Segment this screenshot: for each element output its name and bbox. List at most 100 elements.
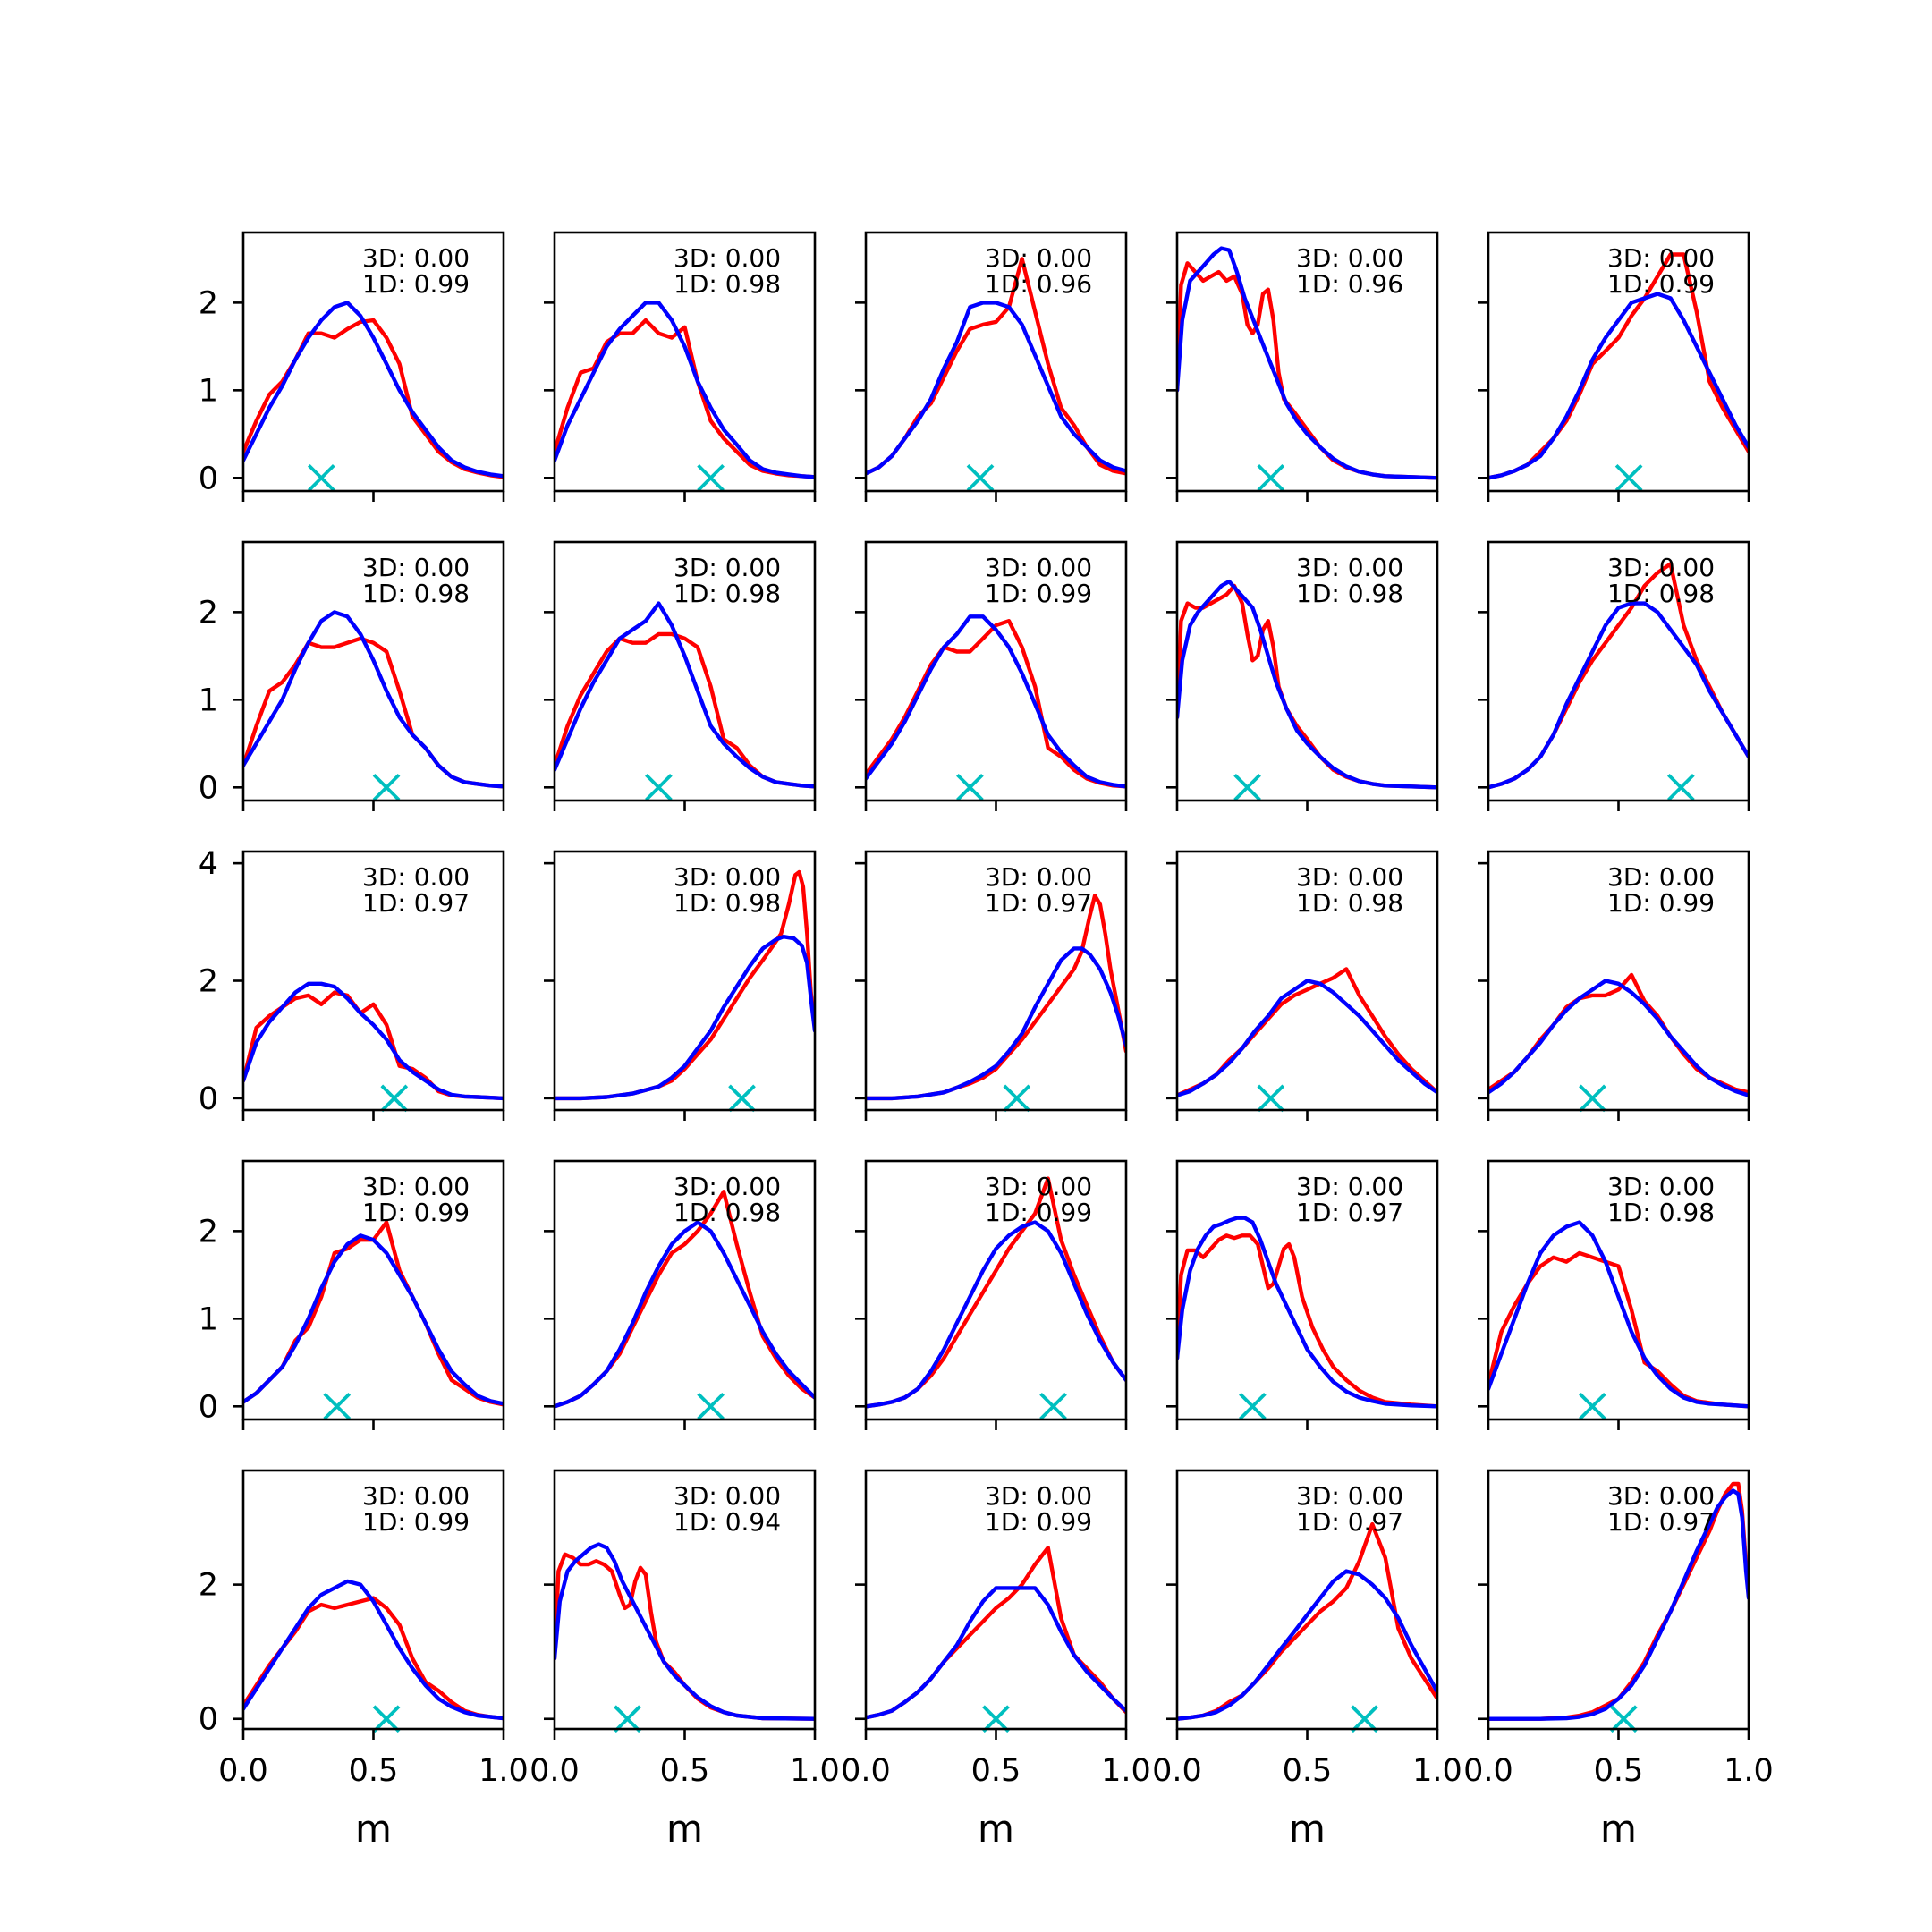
x-axis-label: m [1600,1807,1637,1851]
y-tick-label: 1 [199,1301,218,1337]
cross-marker [323,1392,352,1420]
annotation-1d: 1D: 0.99 [985,1198,1092,1227]
annotation-3d: 3D: 0.00 [1607,1481,1715,1511]
series-blue-line [866,1586,1126,1720]
cross-marker [372,1705,401,1733]
x-tick-label: 0.0 [841,1753,891,1789]
x-tick-label: 0.0 [530,1753,580,1789]
y-tick-label: 0 [199,1081,218,1117]
cross-marker [372,773,401,801]
cross-marker [1003,1084,1031,1113]
series-blue-line [555,1542,815,1721]
annotation-3d: 3D: 0.00 [1607,553,1715,582]
series-blue-line [866,614,1126,789]
annotation-3d: 3D: 0.00 [362,243,470,273]
annotation-1d: 1D: 0.98 [1296,888,1403,918]
annotation-3d: 3D: 0.00 [674,553,781,582]
annotation-1d: 1D: 0.99 [985,579,1092,608]
cross-marker [1257,463,1285,492]
annotation-1d: 1D: 0.98 [362,579,470,608]
cross-marker [1257,1084,1285,1113]
annotation-3d: 3D: 0.00 [674,1481,781,1511]
y-tick-label: 4 [199,846,218,882]
annotation-1d: 1D: 0.94 [674,1507,781,1537]
x-tick-label: 1.0 [1724,1753,1774,1789]
annotation-3d: 3D: 0.00 [1607,243,1715,273]
annotation-3d: 3D: 0.00 [1607,1172,1715,1201]
annotation-3d: 3D: 0.00 [1296,862,1403,892]
annotation-3d: 3D: 0.00 [674,862,781,892]
y-tick-label: 0 [199,1702,218,1738]
series-blue-line [555,301,815,479]
cross-marker [966,463,995,492]
y-tick-label: 0 [199,1389,218,1425]
cross-marker [1666,773,1695,801]
annotation-3d: 3D: 0.00 [362,1481,470,1511]
series-blue-line [243,981,504,1101]
annotation-1d: 1D: 0.96 [985,269,1092,299]
series-red-line [1177,1233,1437,1409]
annotation-3d: 3D: 0.00 [985,553,1092,582]
y-tick-label: 2 [199,964,218,1000]
annotation-1d: 1D: 0.98 [1607,1198,1715,1227]
annotation-1d: 1D: 0.99 [1607,269,1715,299]
series-blue-line [1177,979,1437,1097]
x-tick-label: 0.0 [1152,1753,1202,1789]
cross-marker [380,1084,409,1113]
annotation-1d: 1D: 0.98 [1296,579,1403,608]
cross-marker [1233,773,1261,801]
annotation-3d: 3D: 0.00 [985,1172,1092,1201]
x-tick-label: 1.0 [1412,1753,1462,1789]
annotation-1d: 1D: 0.99 [362,1507,470,1537]
annotation-3d: 3D: 0.00 [1607,862,1715,892]
annotation-1d: 1D: 0.99 [985,1507,1092,1537]
series-blue-line [1488,1488,1749,1721]
y-tick-label: 2 [199,595,218,631]
series-blue-line [1177,1216,1437,1409]
annotation-3d: 3D: 0.00 [985,243,1092,273]
annotation-3d: 3D: 0.00 [674,243,781,273]
annotation-3d: 3D: 0.00 [1296,553,1403,582]
annotation-3d: 3D: 0.00 [985,1481,1092,1511]
series-blue-line [1177,579,1437,790]
series-blue-line [866,1220,1126,1409]
x-tick-label: 1.0 [479,1753,529,1789]
x-axis-label: m [355,1807,392,1851]
annotation-3d: 3D: 0.00 [1296,1172,1403,1201]
cross-marker [1239,1392,1267,1420]
x-tick-label: 0.5 [1594,1753,1644,1789]
cross-marker [697,1392,724,1420]
cross-marker [697,463,724,492]
annotation-3d: 3D: 0.00 [362,862,470,892]
annotation-1d: 1D: 0.98 [674,269,781,299]
cross-marker [982,1705,1010,1733]
annotation-3d: 3D: 0.00 [674,1172,781,1201]
annotation-3d: 3D: 0.00 [1296,1481,1403,1511]
x-tick-label: 0.5 [660,1753,710,1789]
x-tick-label: 1.0 [790,1753,840,1789]
cross-marker [614,1705,641,1733]
annotation-1d: 1D: 0.97 [1296,1198,1403,1227]
x-tick-label: 0.5 [971,1753,1021,1789]
annotation-1d: 1D: 0.99 [362,1198,470,1227]
annotation-3d: 3D: 0.00 [1296,243,1403,273]
series-blue-line [555,1220,815,1409]
series-blue-line [243,301,504,479]
x-axis-label: m [978,1807,1014,1851]
series-blue-line [1177,246,1437,480]
series-blue-line [555,601,815,789]
annotation-1d: 1D: 0.98 [674,888,781,918]
cross-marker [1579,1084,1606,1113]
annotation-1d: 1D: 0.97 [1296,1507,1403,1537]
x-axis-label: m [666,1807,703,1851]
